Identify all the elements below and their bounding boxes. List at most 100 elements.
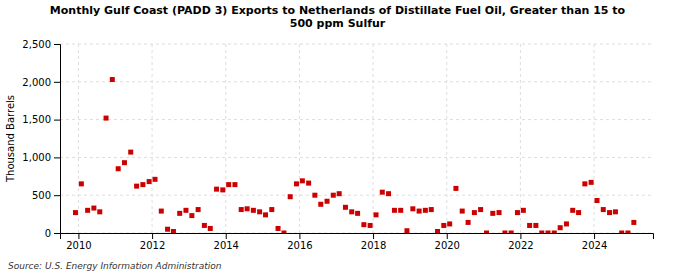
y-tick: 500	[32, 190, 60, 201]
x-grid-line	[78, 44, 79, 233]
point	[251, 208, 256, 213]
x-tick-mark	[226, 233, 227, 239]
x-axis: 2010 2012 2014 2016 2018 2020 2022 2024	[61, 233, 654, 251]
points	[73, 77, 636, 233]
point	[318, 202, 323, 207]
title: Monthly Gulf Coast (PADD 3) Exports to N…	[50, 4, 626, 30]
y-tick-label: 2,500	[22, 39, 51, 50]
point	[153, 177, 158, 182]
y-tick: 1,000	[22, 152, 60, 163]
x-tick: 2012	[140, 233, 165, 251]
y-tick-label: 500	[32, 190, 51, 201]
x-tick-label: 2016	[287, 240, 312, 251]
point	[429, 207, 434, 212]
point	[460, 209, 465, 214]
point	[269, 207, 274, 212]
y-axis: 05001,0001,5002,0002,500	[22, 39, 60, 239]
point	[441, 223, 446, 228]
x-tick-label: 2010	[66, 240, 91, 251]
x-axis-line	[61, 234, 654, 240]
x-tick-mark	[299, 233, 300, 239]
point	[171, 229, 176, 233]
point	[331, 193, 336, 198]
y-tick: 2,500	[22, 39, 60, 50]
point	[281, 231, 286, 234]
point	[435, 229, 440, 233]
x-tick-mark	[152, 233, 153, 239]
x-tick: 2010	[66, 233, 91, 251]
point	[337, 191, 342, 196]
point	[546, 231, 551, 234]
point	[613, 209, 618, 214]
x-tick: 2024	[582, 233, 607, 251]
x-tick-label: 2020	[435, 240, 460, 251]
point	[453, 186, 458, 191]
point	[134, 184, 139, 189]
grid	[60, 44, 653, 233]
y-tick-mark	[54, 82, 60, 83]
x-tick: 2020	[435, 233, 460, 251]
point	[183, 208, 188, 213]
point	[147, 179, 152, 184]
point	[189, 213, 194, 218]
point	[165, 227, 170, 232]
point	[484, 231, 489, 234]
point	[472, 210, 477, 215]
point	[490, 211, 495, 216]
point	[502, 231, 507, 234]
point	[257, 209, 262, 214]
point	[392, 208, 397, 213]
y-tick-label: 1,000	[22, 152, 51, 163]
point	[564, 221, 569, 226]
point	[595, 198, 600, 203]
point	[601, 207, 606, 212]
point	[232, 182, 237, 187]
point	[85, 208, 90, 213]
point	[570, 208, 575, 213]
y-tick-mark	[54, 233, 60, 234]
point	[104, 116, 109, 121]
point	[116, 166, 121, 171]
title-line: Monthly Gulf Coast (PADD 3) Exports to N…	[50, 4, 626, 17]
x-tick-mark	[78, 233, 79, 239]
title-line: 500 ppm Sulfur	[290, 17, 386, 30]
plot: 2010201220142016201820202022202405001,00…	[22, 39, 653, 251]
source: Source: U.S. Energy Information Administ…	[8, 261, 222, 271]
point	[196, 207, 201, 212]
point	[558, 225, 563, 230]
y-tick-mark	[54, 195, 60, 196]
point	[361, 222, 366, 227]
point	[349, 209, 354, 214]
point	[386, 191, 391, 196]
point	[497, 210, 502, 215]
x-tick-label: 2018	[361, 240, 386, 251]
point	[140, 182, 145, 187]
y-tick-mark	[54, 120, 60, 121]
point	[607, 210, 612, 215]
x-tick: 2018	[361, 233, 386, 251]
y-axis-line	[54, 45, 61, 234]
x-grid-line	[520, 44, 521, 233]
point	[226, 182, 231, 187]
y-grid-line	[60, 44, 653, 45]
y-grid-line	[60, 157, 653, 158]
point	[625, 231, 630, 234]
x-tick: 2014	[214, 233, 239, 251]
point	[619, 231, 624, 234]
point	[91, 206, 96, 211]
point	[343, 205, 348, 210]
point	[159, 209, 164, 214]
point	[214, 187, 219, 192]
y-tick: 2,000	[22, 77, 60, 88]
point	[288, 194, 293, 199]
x-tick: 2022	[508, 233, 533, 251]
x-tick-mark	[447, 233, 448, 239]
point	[312, 193, 317, 198]
point	[128, 150, 133, 155]
y-grid-line	[60, 119, 653, 120]
point	[245, 206, 250, 211]
point	[97, 209, 102, 214]
point	[447, 221, 452, 226]
y-grid-line	[60, 81, 653, 82]
point	[79, 181, 84, 186]
